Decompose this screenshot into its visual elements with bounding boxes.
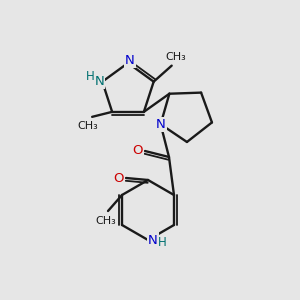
Text: CH₃: CH₃ [78,121,98,131]
Text: CH₃: CH₃ [96,216,116,226]
Text: N: N [125,53,135,67]
Text: N: N [156,118,166,131]
Text: H: H [86,70,95,83]
Text: N: N [148,233,158,247]
Text: N: N [94,75,104,88]
Text: CH₃: CH₃ [165,52,186,62]
Text: O: O [114,172,124,184]
Text: H: H [158,236,166,248]
Text: O: O [133,143,143,157]
